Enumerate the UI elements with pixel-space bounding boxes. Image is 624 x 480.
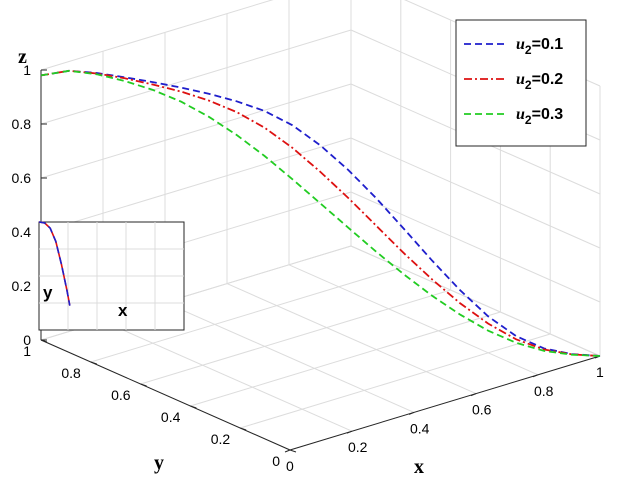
back-grid-z-4 <box>40 29 352 125</box>
inset-grid <box>39 222 184 330</box>
legend: u2=0.1 u2=0.2 u2=0.3 <box>455 19 587 147</box>
back-grid-z-5 <box>40 0 274 71</box>
x-tick-mark-1 <box>346 430 353 434</box>
inset-curves <box>38 221 71 306</box>
floor-grid-x-3 <box>226 283 477 395</box>
x-tick-mark-2 <box>408 411 415 415</box>
inset-y-label: y <box>43 283 53 302</box>
z-tick-label: 0.4 <box>12 224 32 240</box>
back-grid-z-3 <box>40 83 352 179</box>
legend-box <box>455 19 587 147</box>
x-tick-mark-0 <box>284 449 291 453</box>
y-tick-mark-2 <box>190 405 197 409</box>
x-axis-line <box>289 355 601 451</box>
x-tick-label: 0.6 <box>472 402 492 418</box>
inset-plot: y x <box>38 221 185 331</box>
floor-grid-y-1 <box>240 333 551 429</box>
y-tick-mark-3 <box>140 383 147 387</box>
floor-grid-x-2 <box>164 301 415 413</box>
z-tick-label: 0.2 <box>12 278 32 294</box>
z-tick-label: 1 <box>23 62 31 78</box>
legend-label-1: u2=0.1 <box>516 36 563 57</box>
floor-grid-y-4 <box>90 267 401 363</box>
x-tick-label: 0 <box>286 458 294 474</box>
y-axis-label: y <box>154 452 164 474</box>
back-grid-z-2 <box>40 137 352 233</box>
x-tick-label: 0.2 <box>348 439 368 455</box>
x-tick-label: 0.8 <box>534 383 554 399</box>
y-tick-mark-1 <box>240 427 247 431</box>
y-tick-mark-0 <box>289 449 297 453</box>
legend-label-2: u2=0.2 <box>516 71 563 92</box>
series-line-1 <box>40 69 601 357</box>
tick-layer: 0000.20.20.20.40.40.40.60.60.60.80.80.81… <box>12 62 604 474</box>
y-tick-label: 0.6 <box>111 387 131 403</box>
y-tick-mark-5 <box>40 339 48 343</box>
z-axis-label: z <box>18 46 27 68</box>
x-tick-mark-3 <box>470 393 477 397</box>
x-tick-label: 1 <box>596 364 604 380</box>
floor-grid-x-1 <box>102 320 353 432</box>
side-grid-z-1 <box>350 191 601 303</box>
x-tick-label: 0.4 <box>410 420 430 436</box>
y-tick-label: 1 <box>23 343 31 359</box>
side-grid-z-2 <box>350 137 601 249</box>
y-tick-label: 0.4 <box>161 409 181 425</box>
x-axis-label: x <box>414 456 424 478</box>
series-line-2 <box>40 69 601 357</box>
y-tick-mark-4 <box>90 361 97 365</box>
curve-layer <box>40 69 601 357</box>
series-line-3 <box>40 69 601 357</box>
floor-grid-y-2 <box>190 311 501 407</box>
z-tick-label: 0 <box>23 332 31 348</box>
y-tick-label: 0.2 <box>211 431 231 447</box>
z-tick-label: 0.6 <box>12 170 32 186</box>
y-tick-label: 0.8 <box>61 365 81 381</box>
floor-grid-x-4 <box>288 264 539 376</box>
y-tick-label: 0 <box>272 453 280 469</box>
legend-label-3: u2=0.3 <box>516 106 563 127</box>
y-axis-line <box>40 339 291 451</box>
z-tick-label: 0.8 <box>12 116 32 132</box>
inset-x-label: x <box>118 301 128 320</box>
inset-series-line-2 <box>38 221 71 306</box>
floor-grid-y-3 <box>140 289 451 385</box>
x-tick-mark-4 <box>532 374 539 378</box>
